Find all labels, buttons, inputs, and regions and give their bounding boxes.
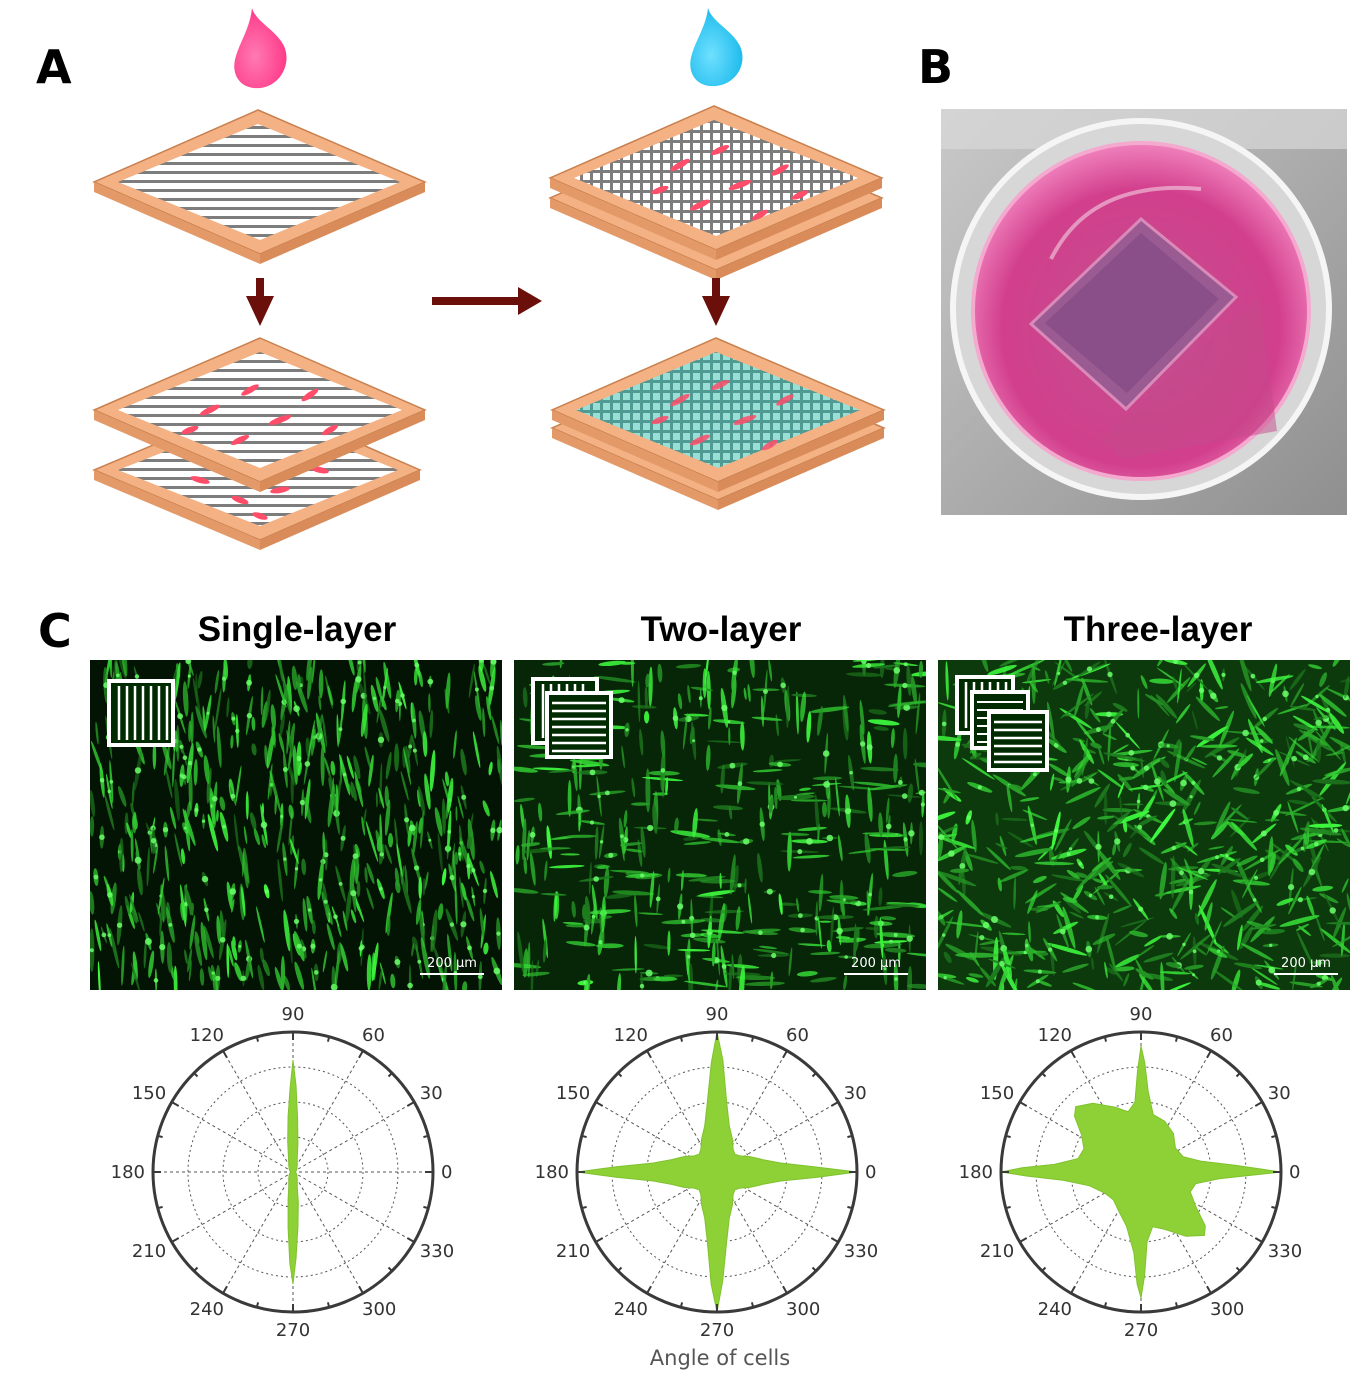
polar-tick-label: 240 [1038, 1299, 1072, 1320]
polar-tick-label: 300 [1210, 1299, 1244, 1320]
right-arrow-icon [432, 287, 542, 315]
polar-tick-label: 60 [786, 1025, 809, 1046]
polar-tick-label: 330 [844, 1241, 878, 1262]
polar-tick-label: 120 [1038, 1025, 1072, 1046]
polar-tick-label: 180 [959, 1162, 993, 1183]
column-title-single-layer: Single-layer [197, 610, 397, 649]
down-arrow-left-icon [246, 278, 274, 326]
panel-letter-a: A [36, 40, 72, 94]
polar-tick-label: 90 [1130, 1004, 1153, 1025]
schematic-diagram [92, 8, 886, 550]
polar-tick-label: 30 [844, 1083, 867, 1104]
panel-letter-c: C [38, 604, 72, 658]
scaffold-stacked-layers [92, 337, 427, 550]
polar-tick-label: 300 [362, 1299, 396, 1320]
polar-tick-label: 0 [441, 1162, 452, 1183]
micrograph-single-layer: 200 µm [90, 660, 502, 990]
polar-tick-label: 270 [700, 1320, 734, 1341]
polar-tick-label: 150 [980, 1083, 1014, 1104]
polar-tick-label: 90 [706, 1004, 729, 1025]
polar-tick-label: 0 [865, 1162, 876, 1183]
single-layer-scaffold-icon [107, 679, 175, 747]
column-title-three-layer: Three-layer [1063, 610, 1253, 649]
scale-bar-two-layer: 200 µm [844, 956, 908, 975]
polar-tick-label: 180 [535, 1162, 569, 1183]
polar-grid [153, 1032, 433, 1312]
scale-label: 200 µm [427, 956, 477, 971]
scaffold-two-layer-cells [548, 105, 884, 280]
polar-tick-label: 270 [1124, 1320, 1158, 1341]
polar-tick-label: 150 [132, 1083, 166, 1104]
orientation-distribution-area [287, 1059, 299, 1285]
polar-tick-label: 120 [614, 1025, 648, 1046]
polar-tick-label: 60 [1210, 1025, 1233, 1046]
polar-tick-label: 300 [786, 1299, 820, 1320]
polar-tick-label: 240 [614, 1299, 648, 1320]
polar-tick-label: 60 [362, 1025, 385, 1046]
blue-ink-drop-icon [690, 8, 743, 87]
scale-label: 200 µm [851, 956, 901, 971]
cell-texture [90, 660, 502, 990]
polar-tick-label: 150 [556, 1083, 590, 1104]
petri-dish-photo [941, 109, 1347, 515]
micrograph-three-layer: 200 µm [938, 660, 1350, 990]
polar-tick-label: 330 [420, 1241, 454, 1262]
polar-tick-label: 90 [282, 1004, 305, 1025]
orientation-distribution-area [1000, 1045, 1282, 1299]
panel-letter-b: B [918, 40, 954, 94]
polar-tick-label: 210 [980, 1241, 1014, 1262]
polar-tick-label: 210 [132, 1241, 166, 1262]
down-arrow-right-icon [702, 278, 730, 326]
polar-tick-label: 330 [1268, 1241, 1302, 1262]
polar-tick-label: 180 [111, 1162, 145, 1183]
polar-tick-label: 240 [190, 1299, 224, 1320]
scale-bar-single-layer: 200 µm [420, 956, 484, 975]
scale-label: 200 µm [1281, 956, 1331, 971]
three-layer-scaffold-icon [955, 675, 1049, 772]
polar-tick-label: 30 [1268, 1083, 1291, 1104]
polar-tick-label: 210 [556, 1241, 590, 1262]
polar-tick-label: 0 [1289, 1162, 1300, 1183]
micrograph-two-layer: 200 µm [514, 660, 926, 990]
x-axis-title: Angle of cells [649, 1346, 791, 1370]
two-layer-scaffold-icon [531, 677, 613, 759]
scale-bar-three-layer: 200 µm [1274, 956, 1338, 975]
polar-tick-label: 120 [190, 1025, 224, 1046]
polar-tick-label: 270 [276, 1320, 310, 1341]
scaffold-single-layer [92, 109, 427, 264]
polar-tick-label: 30 [420, 1083, 443, 1104]
column-title-two-layer: Two-layer [640, 610, 802, 649]
pink-ink-drop-icon [234, 8, 287, 89]
scaffold-gel-filled [550, 337, 886, 510]
fluorescent-cells-single-layer [90, 660, 502, 990]
